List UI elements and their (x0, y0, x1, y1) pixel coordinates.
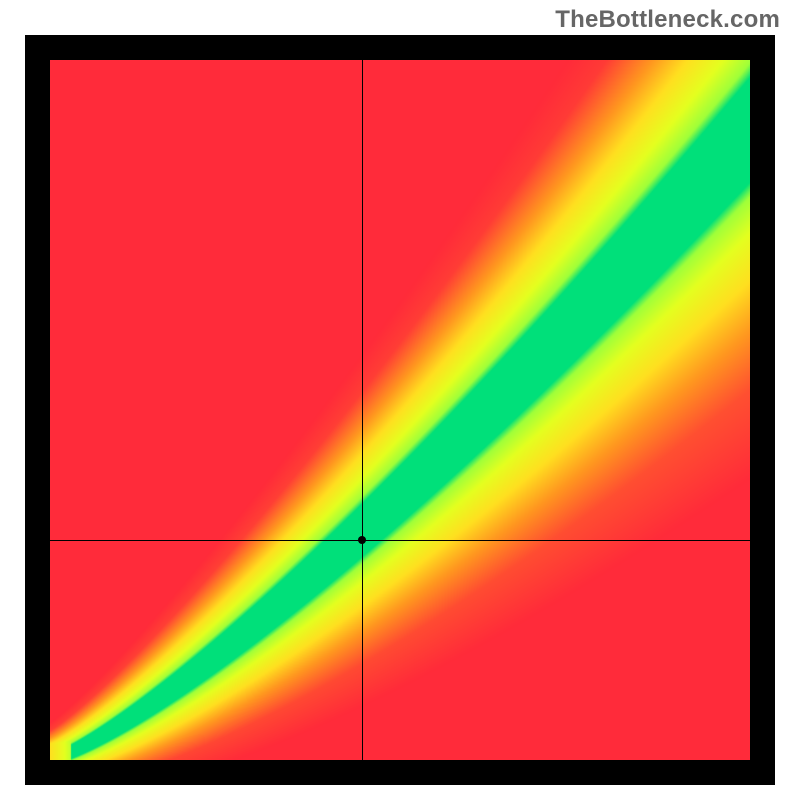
heatmap-canvas (50, 60, 750, 760)
chart-frame (25, 35, 775, 785)
watermark-text: TheBottleneck.com (555, 6, 780, 34)
crosshair-horizontal (50, 540, 750, 541)
marker-dot (358, 536, 366, 544)
crosshair-vertical (362, 60, 363, 760)
plot-area (50, 60, 750, 760)
